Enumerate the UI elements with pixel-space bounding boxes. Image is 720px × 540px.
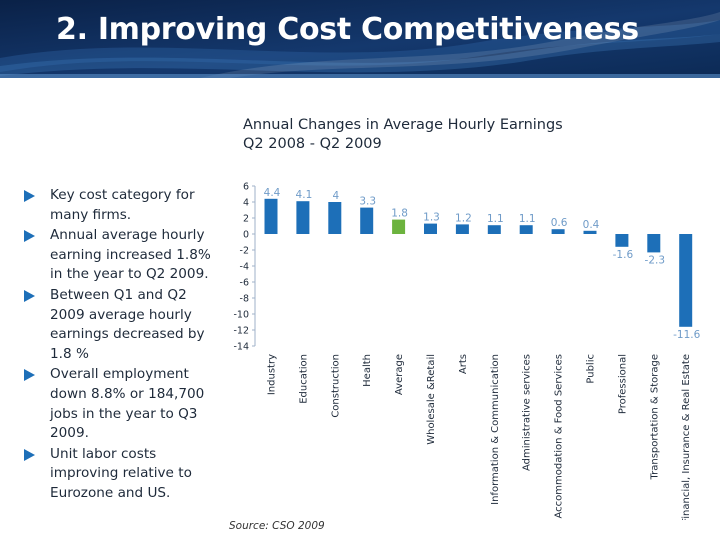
bar-4 xyxy=(392,219,406,234)
bullet-item: Overall employment down 8.8% or 184,700 … xyxy=(24,365,220,443)
category-label-3: Health xyxy=(362,354,373,387)
bullet-item: Key cost category for many firms. xyxy=(24,186,220,225)
category-label-12: Transportation & Storage xyxy=(649,354,660,481)
slide-title: 2. Improving Cost Competitiveness xyxy=(56,12,639,47)
category-label-4: Average xyxy=(394,354,405,395)
category-label-2: Construction xyxy=(330,354,341,418)
bullet-text: Unit labor costs improving relative to E… xyxy=(50,445,192,501)
bullet-item: Between Q1 and Q2 2009 average hourly ea… xyxy=(24,286,220,364)
bullet-text: Overall employment down 8.8% or 184,700 … xyxy=(50,366,205,442)
y-tick-label: -14 xyxy=(233,342,249,353)
category-labels: Industry Education Construction Health Avera… xyxy=(267,354,693,520)
y-tick-label: -10 xyxy=(233,310,249,321)
value-label-6: 1.2 xyxy=(455,212,472,224)
chart-subtitle: Q2 2008 - Q2 2009 xyxy=(243,136,382,152)
bullet-item: Annual average hourly earning increased … xyxy=(24,226,220,285)
value-label-10: 0.4 xyxy=(583,219,600,231)
chart-title: Annual Changes in Average Hourly Earning… xyxy=(243,117,563,133)
category-label-11: Professional xyxy=(617,354,628,414)
category-label-13: Financial, Insurance & Real Estate xyxy=(681,354,692,520)
bar-0 xyxy=(264,198,278,234)
y-tick-label: 4 xyxy=(243,198,249,209)
category-label-8: Administrative services xyxy=(522,354,533,471)
y-tick-label: -8 xyxy=(240,294,249,305)
value-label-1: 4.1 xyxy=(296,189,313,201)
bar-7 xyxy=(487,225,501,234)
bullet-text: Between Q1 and Q2 2009 average hourly ea… xyxy=(50,286,205,362)
bullet-arrow-icon xyxy=(24,369,35,382)
bar-6 xyxy=(455,224,469,234)
title-banner: 2. Improving Cost Competitiveness xyxy=(0,0,720,78)
category-label-9: Accommodation & Food Services xyxy=(554,354,565,519)
chart-heading: Annual Changes in Average Hourly Earning… xyxy=(243,116,563,154)
bar-11 xyxy=(615,234,629,247)
y-tick-label: -2 xyxy=(240,246,249,257)
y-tick-label: -6 xyxy=(240,278,249,289)
bullet-text: Annual average hourly earning increased … xyxy=(50,227,211,283)
bullet-list: Key cost category for many firms. Annual… xyxy=(24,186,220,505)
earnings-bar-chart: 6 4 2 0 -2 -4 -6 -8 -10 -12 -14 4.4 4.1 4 3.3 1.8 1.3 1.… xyxy=(233,182,701,521)
value-label-7: 1.1 xyxy=(487,213,504,225)
value-label-2: 4 xyxy=(332,190,339,202)
value-label-9: 0.6 xyxy=(551,217,568,229)
y-tick-label: 2 xyxy=(243,214,249,225)
bar-2 xyxy=(328,202,342,234)
value-label-5: 1.3 xyxy=(423,212,440,224)
bullet-arrow-icon xyxy=(24,230,35,243)
bar-1 xyxy=(296,201,310,234)
value-label-4: 1.8 xyxy=(391,208,408,220)
banner-background xyxy=(0,0,720,78)
source-note: Source: CSO 2009 xyxy=(229,520,325,532)
value-label-8: 1.1 xyxy=(519,213,536,225)
category-label-1: Education xyxy=(298,354,309,404)
y-tick-label: -4 xyxy=(240,262,249,273)
value-label-3: 3.3 xyxy=(359,196,376,208)
bar-10 xyxy=(583,230,597,234)
bar-12 xyxy=(647,234,661,253)
bar-5 xyxy=(424,223,437,234)
y-axis-ticks: 6 4 2 0 -2 -4 -6 -8 -10 -12 -14 xyxy=(233,182,255,353)
category-label-7: Information & Communication xyxy=(490,354,501,505)
value-label-11: -1.6 xyxy=(613,249,634,261)
y-tick-label: 6 xyxy=(243,182,249,193)
value-label-13: -11.6 xyxy=(673,329,700,341)
value-label-12: -2.3 xyxy=(645,254,666,266)
chart-bars xyxy=(264,198,693,327)
bullet-item: Unit labor costs improving relative to E… xyxy=(24,445,220,504)
bar-13 xyxy=(679,234,693,327)
bar-8 xyxy=(519,225,533,234)
bullet-arrow-icon xyxy=(24,448,35,461)
y-tick-label: -12 xyxy=(233,326,249,337)
category-label-10: Public xyxy=(586,354,597,384)
bullet-arrow-icon xyxy=(24,190,35,202)
y-tick-label: 0 xyxy=(243,230,249,241)
value-label-0: 4.4 xyxy=(264,187,281,199)
bullet-text: Key cost category for many firms. xyxy=(50,187,195,223)
bullet-arrow-icon xyxy=(24,289,35,302)
value-labels: 4.4 4.1 4 3.3 1.8 1.3 1.2 1.1 1.1 0.6 0.4 -1.6 -2.3 -… xyxy=(264,187,701,341)
category-label-5: Wholesale &Retail xyxy=(426,354,437,445)
bar-3 xyxy=(360,207,374,234)
category-label-6: Arts xyxy=(458,354,469,374)
category-label-0: Industry xyxy=(267,354,278,395)
bar-9 xyxy=(551,229,565,234)
